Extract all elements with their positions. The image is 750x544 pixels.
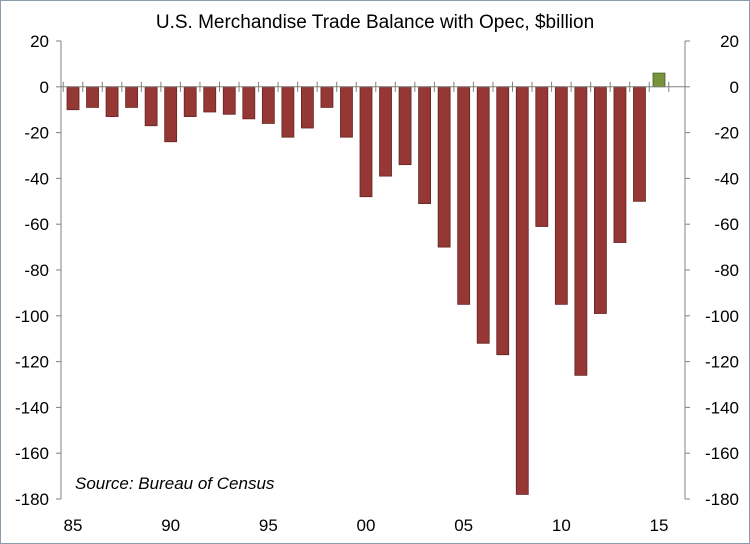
chart-title: U.S. Merchandise Trade Balance with Opec…: [156, 12, 594, 33]
bar-2012: [594, 86, 607, 314]
left-y-tick-labels: 20 0 -20 -40 -60 -80 -100 -120 -140 -160 -180: [15, 32, 49, 509]
bar-1995: [261, 86, 275, 124]
source-annotation: Source: Bureau of Census: [75, 474, 275, 493]
bar-1993: [222, 86, 236, 115]
bar-2003: [418, 86, 432, 204]
bar-2002: [398, 86, 412, 166]
bar-1998: [320, 86, 334, 108]
bar-2006: [476, 86, 490, 344]
left-y-tick-label: -140: [15, 398, 49, 417]
bar-2013: [613, 86, 627, 243]
bar-1990: [164, 86, 178, 143]
x-tick-label: 05: [454, 516, 473, 535]
axes-group: [56, 40, 690, 500]
bar-1985: [66, 86, 80, 111]
right-y-tick-label: -40: [714, 169, 739, 188]
left-y-tick-label: -160: [15, 444, 49, 463]
bar-2008: [515, 86, 529, 495]
bar-1992: [203, 86, 217, 113]
left-y-tick-label: 0: [40, 78, 49, 97]
bar-1999: [340, 86, 353, 138]
bar-2005: [457, 86, 471, 305]
bar-2015: [652, 72, 666, 88]
bar-2014: [633, 86, 646, 202]
right-y-tick-label: -60: [714, 215, 739, 234]
left-y-tick-label: -60: [24, 215, 49, 234]
x-tick-label: 00: [357, 516, 376, 535]
bar-2000: [359, 86, 373, 198]
left-y-tick-label: -180: [15, 490, 49, 509]
bar-1994: [242, 86, 256, 120]
bar-1996: [281, 86, 295, 138]
bar-2004: [437, 86, 451, 248]
left-y-tick-label: -20: [24, 124, 49, 143]
bar-2007: [496, 86, 510, 356]
right-y-tick-label: -80: [714, 261, 739, 280]
left-y-tick-label: -40: [24, 169, 49, 188]
x-tick-label: 85: [64, 516, 83, 535]
right-y-tick-label: -160: [705, 444, 739, 463]
bar-2011: [574, 86, 588, 376]
bar-1989: [144, 86, 158, 127]
right-y-tick-label: 0: [730, 78, 739, 97]
bar-1987: [105, 86, 119, 117]
bar-2009: [535, 86, 549, 227]
left-y-tick-label: -80: [24, 261, 49, 280]
left-y-tick-label: -100: [15, 307, 49, 326]
right-y-tick-label: -180: [705, 490, 739, 509]
x-tick-label: 95: [259, 516, 278, 535]
bar-1988: [125, 86, 138, 108]
right-y-tick-label: -100: [705, 307, 739, 326]
left-y-tick-label: 20: [30, 32, 49, 51]
left-y-tick-label: -120: [15, 353, 49, 372]
x-tick-label: 15: [650, 516, 669, 535]
bar-1991: [183, 86, 197, 117]
x-tick-label: 90: [161, 516, 180, 535]
right-y-tick-label: -20: [714, 124, 739, 143]
bar-2010: [554, 86, 568, 305]
bar-1997: [300, 86, 314, 129]
bar-2001: [379, 86, 392, 177]
right-y-tick-label: 20: [720, 32, 739, 51]
right-y-tick-label: -140: [705, 398, 739, 417]
x-tick-label: 10: [552, 516, 571, 535]
right-y-tick-label: -120: [705, 353, 739, 372]
x-tick-labels: 85 90 95 00 05 10 15: [64, 516, 669, 535]
right-y-tick-labels: 20 0 -20 -40 -60 -80 -100 -120 -140 -160 -180: [705, 32, 739, 509]
bars-group: [66, 72, 666, 495]
bar-1986: [86, 86, 99, 108]
